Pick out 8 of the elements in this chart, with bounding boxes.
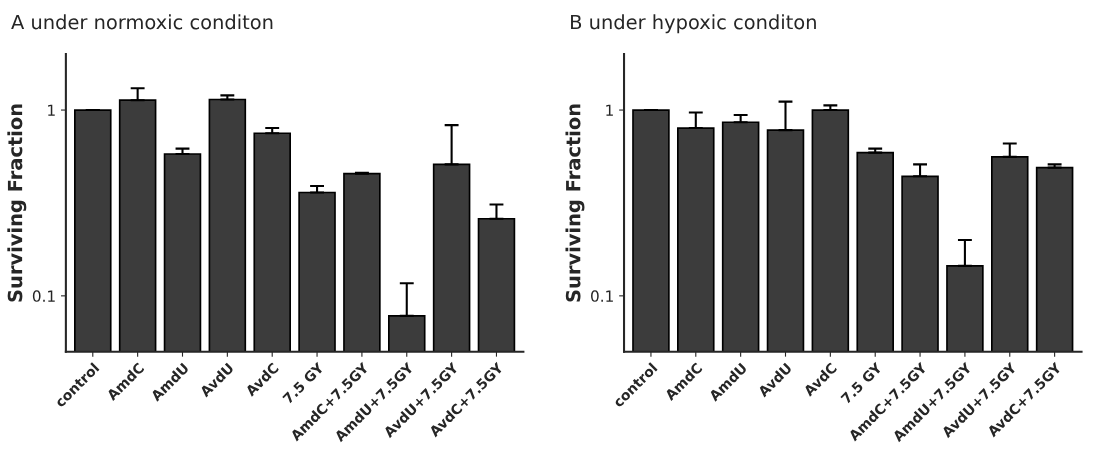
y-tick-label: 0.1	[591, 290, 613, 302]
y-axis-title: Surviving Fraction	[7, 104, 27, 302]
y-tick-label: 1	[48, 104, 55, 116]
chart-title: B under hypoxic conditon	[571, 14, 816, 34]
y-axis-title: Surviving Fraction	[565, 104, 585, 302]
y-tick-label: 0.1	[32, 290, 55, 302]
chart-title: A under normoxic conditon	[11, 14, 273, 30]
y-tick-label: 1	[606, 104, 613, 116]
